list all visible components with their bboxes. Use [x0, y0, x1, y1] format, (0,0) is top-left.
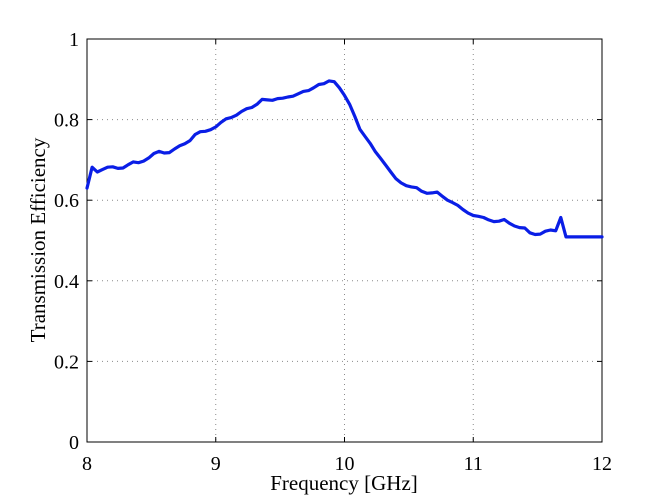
y-tick-label: 0.8	[54, 110, 79, 132]
x-tick-labels: 8 9 10 11 12	[82, 453, 612, 475]
y-tick-label: 0.6	[54, 190, 79, 212]
y-axis-label: Transmission Efficiency	[26, 137, 50, 342]
plot-frame	[86, 38, 603, 443]
grid	[87, 39, 602, 442]
series-layer	[85, 79, 604, 239]
x-tick-label: 8	[82, 453, 92, 475]
x-tick-label: 9	[211, 453, 221, 475]
x-tick-label: 10	[335, 453, 355, 475]
y-tick-label: 1	[69, 29, 79, 51]
y-tick-label: 0.2	[54, 351, 79, 373]
y-tick-label: 0.4	[54, 271, 79, 293]
x-axis-label: Frequency [GHz]	[270, 471, 418, 495]
y-tick-labels: 0 0.2 0.4 0.6 0.8 1	[54, 29, 79, 454]
series-line	[85, 79, 604, 239]
y-tick-label: 0	[69, 432, 79, 454]
x-tick-label: 12	[592, 453, 612, 475]
x-tick-label: 11	[464, 453, 483, 475]
